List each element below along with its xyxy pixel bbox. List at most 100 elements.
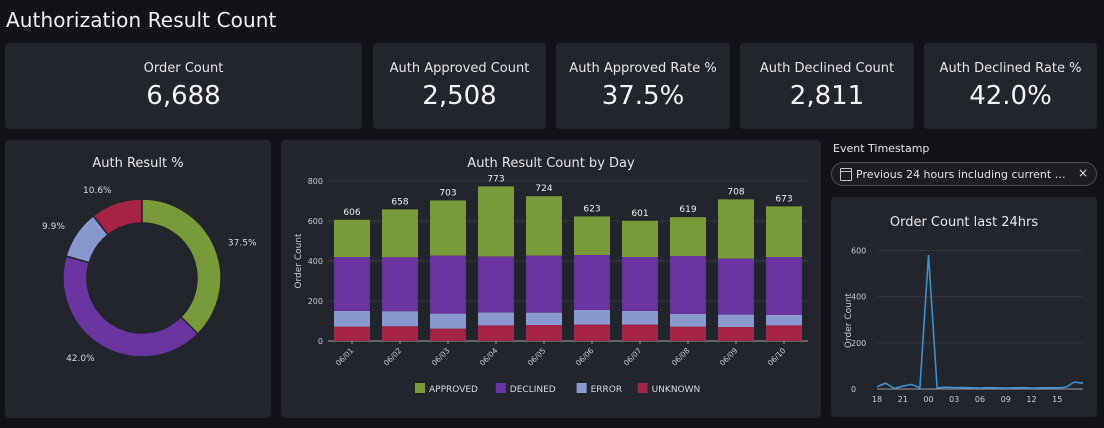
donut-slice-declined bbox=[62, 255, 199, 358]
bar-approved bbox=[766, 206, 802, 257]
bar-unknown bbox=[478, 325, 514, 341]
auth-result-pct-panel[interactable]: Auth Result % 37.5% 42.0% 9.9% 10.6% bbox=[5, 140, 271, 418]
slice-label: 9.9% bbox=[42, 222, 65, 232]
x-tick-label: 06/02 bbox=[382, 346, 404, 368]
bar-approved bbox=[670, 217, 706, 256]
bar-approved bbox=[478, 186, 514, 257]
legend-swatch-declined bbox=[495, 383, 506, 393]
slice-label: 42.0% bbox=[66, 354, 95, 364]
bar-error bbox=[574, 310, 610, 325]
bar-total-label: 601 bbox=[631, 209, 648, 219]
x-tick-label: 03 bbox=[949, 395, 959, 404]
bar-unknown bbox=[670, 326, 706, 341]
bar-declined bbox=[430, 255, 466, 314]
bar-unknown bbox=[430, 328, 466, 341]
bar-approved bbox=[718, 199, 754, 259]
legend-label: DECLINED bbox=[510, 385, 556, 395]
kpi-auth-approved-count[interactable]: Auth Approved Count 2,508 bbox=[373, 43, 546, 129]
donut-slice-unknown bbox=[92, 198, 143, 236]
slice-label: 37.5% bbox=[228, 238, 257, 248]
event-timestamp-filter[interactable]: Previous 24 hours including current hour… bbox=[831, 162, 1097, 186]
bar-unknown bbox=[718, 327, 754, 341]
x-tick-label: 15 bbox=[1052, 395, 1062, 404]
bar-total-label: 673 bbox=[775, 194, 792, 204]
bar-approved bbox=[622, 220, 658, 257]
slice-label: 10.6% bbox=[83, 186, 112, 196]
kpi-label: Auth Declined Count bbox=[759, 61, 895, 76]
bar-error bbox=[430, 313, 466, 329]
legend-swatch-error bbox=[576, 383, 587, 393]
bar-error bbox=[526, 312, 562, 325]
x-tick-label: 06/06 bbox=[574, 346, 596, 368]
bar-declined bbox=[574, 255, 610, 310]
bar-declined bbox=[478, 256, 514, 313]
bar-total-label: 623 bbox=[583, 204, 600, 214]
bar-total-label: 658 bbox=[391, 197, 408, 207]
bar-declined bbox=[766, 257, 802, 315]
kpi-order-count[interactable]: Order Count 6,688 bbox=[5, 43, 362, 129]
y-tick-label: 0 bbox=[851, 385, 856, 394]
kpi-auth-approved-rate[interactable]: Auth Approved Rate % 37.5% bbox=[556, 43, 730, 129]
kpi-label: Auth Declined Rate % bbox=[939, 61, 1082, 76]
bar-declined bbox=[670, 256, 706, 314]
order-count-last-24hrs-panel[interactable]: Order Count last 24hrs 0 200 400 600 Order C… bbox=[831, 197, 1097, 417]
y-tick-label: 800 bbox=[308, 177, 323, 186]
bar-error bbox=[670, 314, 706, 327]
bar-approved bbox=[382, 209, 418, 258]
x-tick-label: 06/10 bbox=[766, 346, 788, 368]
bar-unknown bbox=[526, 325, 562, 341]
x-tick-label: 06/07 bbox=[622, 346, 644, 368]
bar-approved bbox=[526, 196, 562, 256]
legend-swatch-unknown bbox=[637, 383, 648, 393]
bar-error bbox=[718, 314, 754, 327]
bar-total-label: 606 bbox=[343, 208, 360, 218]
bar-chart[interactable]: 0 200 400 600 800 Order Count 606 06/01 658 06/02… bbox=[281, 140, 821, 418]
donut-chart[interactable]: 37.5% 42.0% 9.9% 10.6% bbox=[5, 140, 271, 418]
kpi-label: Order Count bbox=[143, 61, 224, 76]
kpi-auth-declined-rate[interactable]: Auth Declined Rate % 42.0% bbox=[924, 43, 1097, 129]
kpi-value: 2,811 bbox=[789, 81, 865, 111]
bar-declined bbox=[382, 257, 418, 312]
bar-declined bbox=[718, 258, 754, 315]
bar-total-label: 773 bbox=[487, 174, 504, 184]
clear-filter-icon[interactable]: × bbox=[1077, 166, 1088, 180]
line-chart[interactable]: 0 200 400 600 Order Count 18 21 00 03 06 09 12 15 bbox=[831, 197, 1097, 417]
kpi-value: 2,508 bbox=[422, 81, 497, 111]
bar-unknown bbox=[382, 326, 418, 341]
bar-error bbox=[478, 312, 514, 326]
legend-label: UNKNOWN bbox=[652, 385, 701, 395]
x-tick-label: 06 bbox=[975, 395, 985, 404]
x-tick-label: 12 bbox=[1026, 395, 1036, 404]
bar-declined bbox=[622, 257, 658, 311]
y-tick-label: 200 bbox=[308, 297, 323, 306]
bar-approved bbox=[334, 219, 370, 257]
y-axis-title: Order Count bbox=[844, 292, 854, 348]
panel-title: Auth Result Count by Day bbox=[467, 156, 635, 171]
filter-value: Previous 24 hours including current hour bbox=[856, 168, 1072, 181]
panel-title: Auth Result % bbox=[92, 156, 184, 171]
kpi-label: Auth Approved Count bbox=[389, 61, 530, 76]
kpi-value: 42.0% bbox=[969, 81, 1052, 111]
y-tick-label: 0 bbox=[318, 337, 323, 346]
y-tick-label: 400 bbox=[308, 257, 323, 266]
x-tick-label: 06/08 bbox=[670, 346, 692, 368]
bar-unknown bbox=[766, 325, 802, 341]
x-tick-label: 06/05 bbox=[526, 346, 548, 368]
filter-label: Event Timestamp bbox=[833, 142, 930, 155]
legend-label: ERROR bbox=[591, 385, 623, 395]
panel-title: Order Count last 24hrs bbox=[889, 215, 1039, 230]
auth-result-count-by-day-panel[interactable]: Auth Result Count by Day 0 200 400 600 800 Or… bbox=[281, 140, 821, 418]
x-tick-label: 06/04 bbox=[478, 346, 500, 368]
y-tick-label: 200 bbox=[851, 339, 866, 348]
bar-total-label: 703 bbox=[439, 188, 456, 198]
x-tick-label: 21 bbox=[898, 395, 908, 404]
bar-error bbox=[622, 311, 658, 325]
bar-declined bbox=[334, 257, 370, 311]
bar-total-label: 619 bbox=[679, 205, 696, 215]
x-tick-label: 09 bbox=[1001, 395, 1011, 404]
kpi-auth-declined-count[interactable]: Auth Declined Count 2,811 bbox=[740, 43, 914, 129]
x-tick-label: 00 bbox=[923, 395, 933, 404]
bar-declined bbox=[526, 255, 562, 313]
calendar-icon bbox=[840, 168, 852, 181]
bar-error bbox=[766, 315, 802, 326]
